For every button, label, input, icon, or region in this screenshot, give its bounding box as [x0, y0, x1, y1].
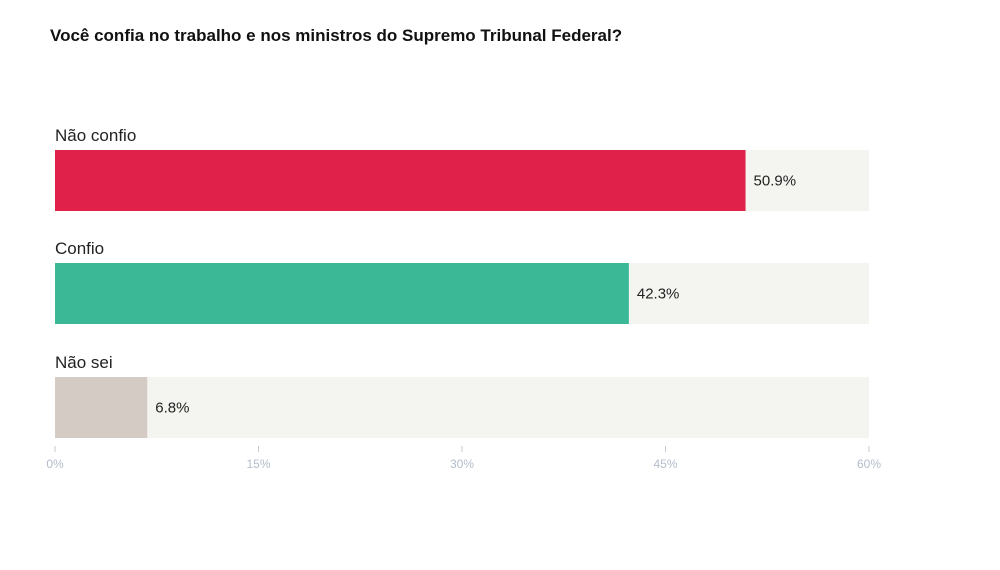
bar	[55, 263, 629, 324]
category-label: Não confio	[55, 126, 136, 145]
value-label: 50.9%	[754, 173, 797, 190]
category-label: Não sei	[55, 353, 113, 372]
value-label: 6.8%	[155, 400, 189, 417]
tick-label: 45%	[653, 457, 677, 471]
chart-title: Você confia no trabalho e nos ministros …	[50, 26, 623, 45]
bar	[55, 150, 746, 211]
category-label: Confio	[55, 239, 104, 258]
bar	[55, 377, 148, 438]
tick-label: 30%	[450, 457, 474, 471]
tick-label: 15%	[246, 457, 270, 471]
bar-track	[55, 377, 869, 438]
tick-label: 60%	[857, 457, 881, 471]
tick-label: 0%	[46, 457, 64, 471]
value-label: 42.3%	[637, 286, 680, 303]
